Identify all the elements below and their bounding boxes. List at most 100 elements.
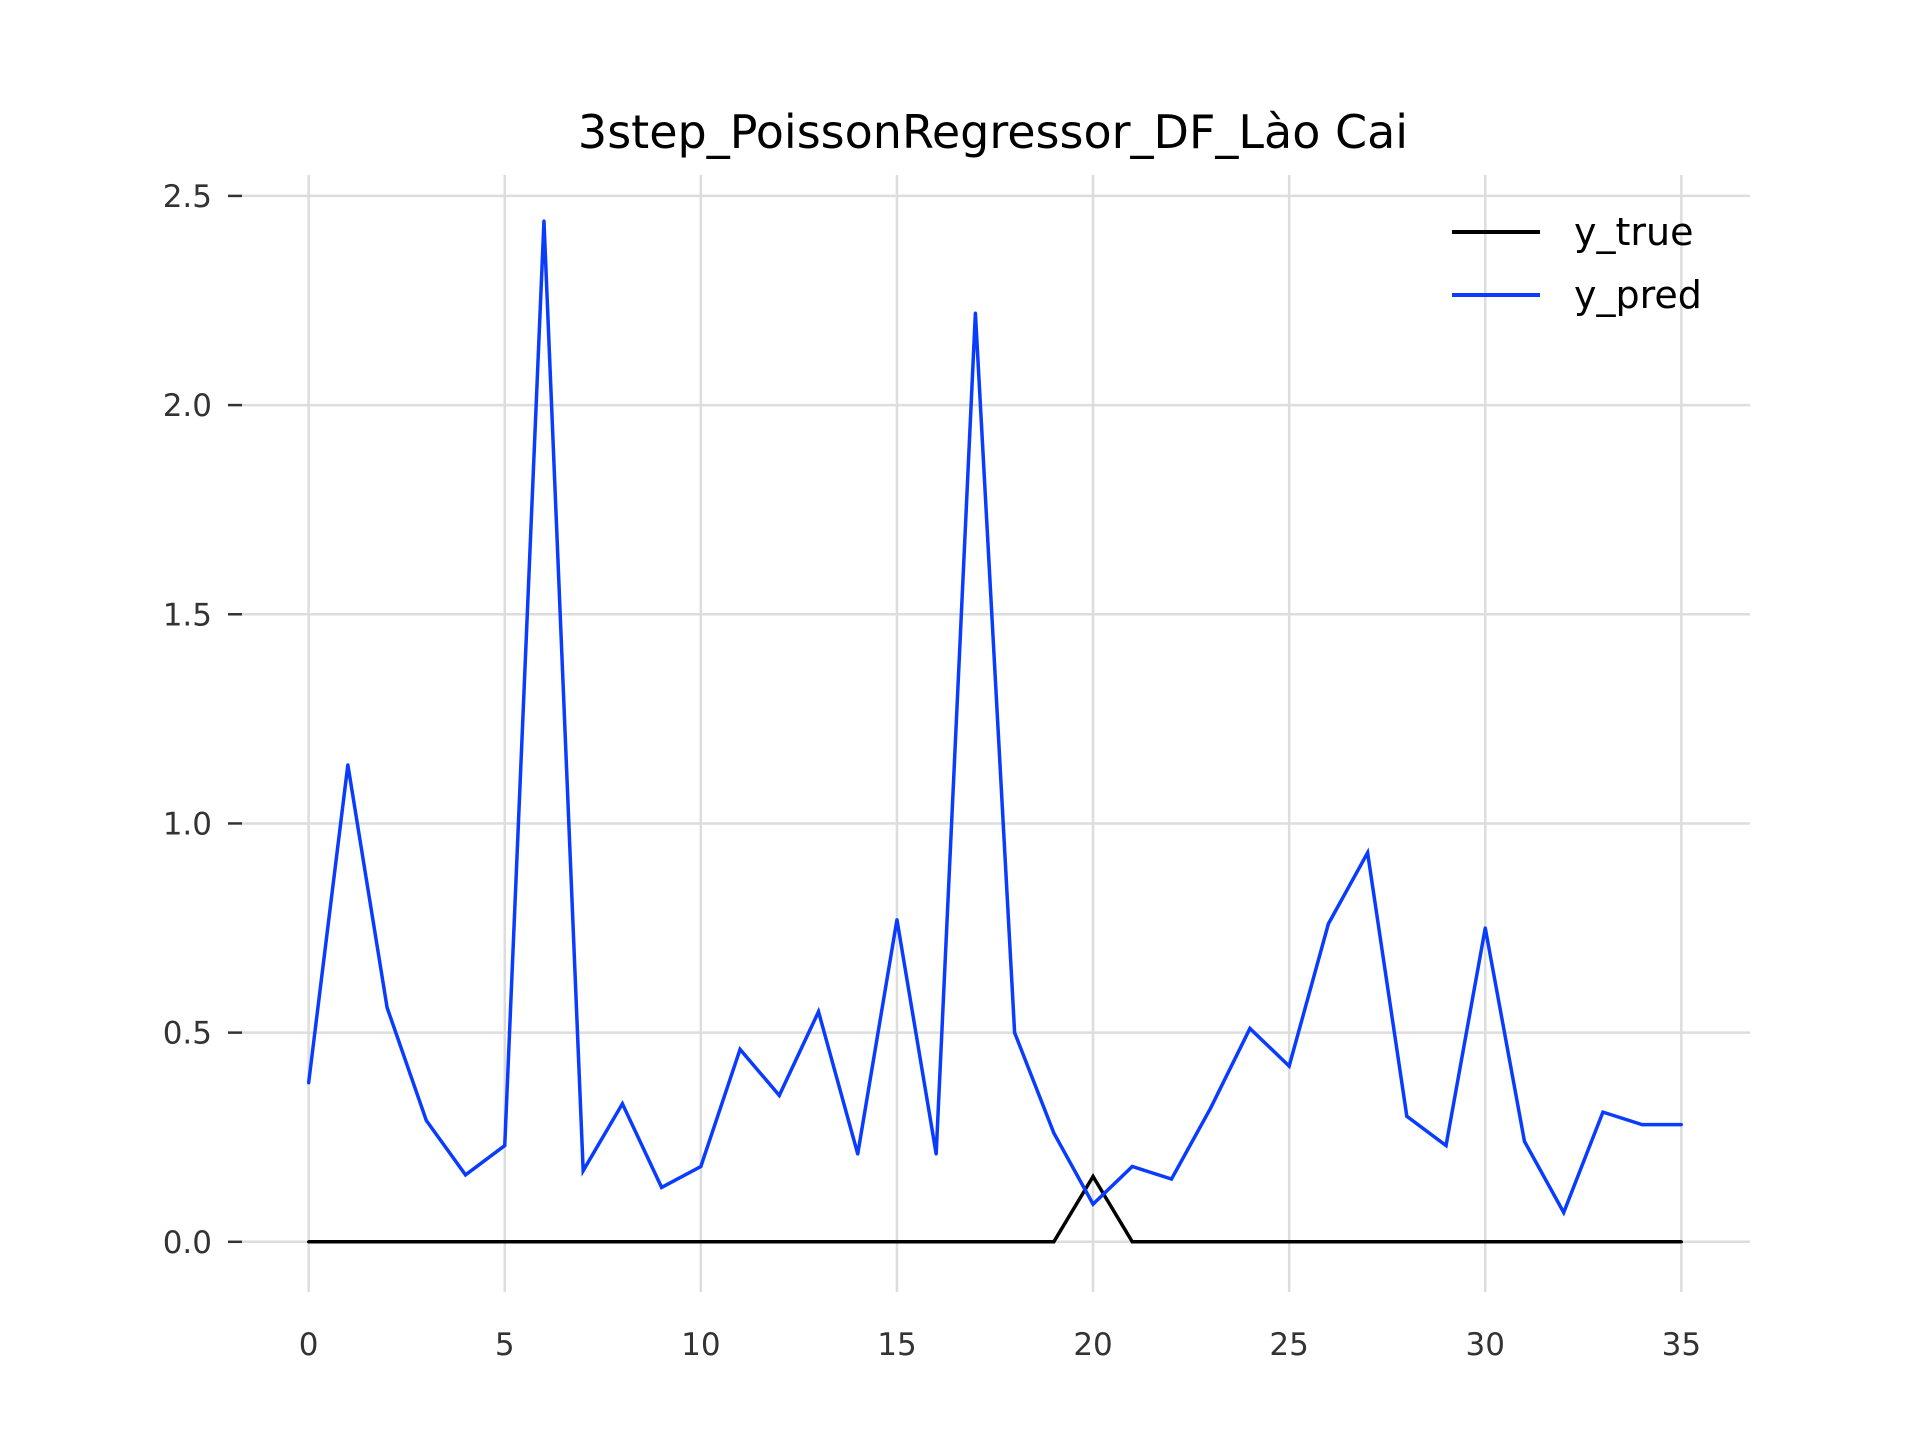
data-point-y_pred — [463, 1173, 468, 1177]
x-axis: 0 5 10 15 20 25 30 35 — [299, 1327, 1701, 1363]
data-point-y_pred — [1052, 1131, 1056, 1135]
data-point-y_true — [1444, 1240, 1448, 1244]
data-point-y_true — [503, 1240, 507, 1244]
data-point-y_pred — [1562, 1210, 1566, 1215]
x-tick-label: 20 — [1073, 1327, 1112, 1363]
data-point-y_true — [1169, 1240, 1174, 1244]
data-point-y_true — [1013, 1240, 1017, 1244]
data-point-y_true — [1640, 1240, 1644, 1244]
data-point-y_true — [816, 1240, 821, 1244]
y-tick-label: 1.5 — [163, 597, 212, 633]
data-point-y_true — [1365, 1240, 1370, 1244]
data-point-y_pred — [1640, 1123, 1644, 1127]
series-line-y_true — [308, 1173, 1682, 1244]
data-point-y_true — [934, 1240, 938, 1244]
data-point-y_true — [463, 1240, 468, 1244]
data-point-y_true — [1405, 1240, 1409, 1244]
data-point-y_pred — [934, 1152, 938, 1156]
data-point-y_pred — [1601, 1110, 1605, 1114]
data-point-y_true — [385, 1240, 389, 1244]
data-point-y_true — [1483, 1240, 1487, 1244]
data-point-y_true — [1679, 1240, 1683, 1244]
x-tick-label: 25 — [1269, 1327, 1308, 1363]
legend-label: y_true — [1574, 210, 1693, 254]
data-point-y_true — [1248, 1240, 1252, 1244]
data-point-y_true — [777, 1240, 781, 1244]
data-point-y_pred — [816, 1010, 821, 1014]
y-tick-label: 0.5 — [163, 1016, 212, 1052]
data-point-y_pred — [1679, 1123, 1683, 1127]
data-point-y_pred — [738, 1047, 742, 1051]
data-point-y_true — [738, 1240, 742, 1244]
y-tick-label: 2.0 — [163, 388, 212, 424]
data-point-y_pred — [1405, 1114, 1409, 1118]
data-point-y_pred — [973, 311, 977, 315]
series-line-y_pred — [306, 220, 1682, 1217]
data-point-y_true — [699, 1240, 703, 1244]
data-point-y_pred — [385, 1005, 389, 1010]
data-point-y_true — [660, 1240, 664, 1244]
data-point-y_pred — [895, 918, 899, 922]
data-point-y_pred — [1169, 1177, 1174, 1181]
legend-label: y_pred — [1574, 273, 1702, 317]
data-point-y_true — [1209, 1240, 1213, 1244]
x-tick-label: 10 — [681, 1327, 720, 1363]
data-point-y_pred — [660, 1185, 664, 1190]
data-point-y_true — [581, 1240, 585, 1244]
data-point-y_pred — [856, 1152, 860, 1156]
data-point-y_true — [1130, 1240, 1134, 1244]
x-tick-label: 30 — [1466, 1327, 1505, 1363]
data-point-y_pred — [777, 1093, 781, 1097]
series-y_pred — [306, 219, 1683, 1217]
data-point-y_pred — [1130, 1164, 1134, 1169]
series-y_true — [307, 1173, 1683, 1244]
data-point-y_pred — [1483, 926, 1487, 930]
data-point-y_pred — [1326, 922, 1330, 926]
x-tick-label: 35 — [1662, 1327, 1701, 1363]
data-point-y_pred — [699, 1164, 703, 1169]
y-tick-label: 2.5 — [163, 179, 212, 215]
legend: y_true y_pred — [1452, 210, 1702, 317]
data-point-y_pred — [346, 763, 350, 767]
data-point-y_true — [542, 1240, 546, 1244]
data-point-y_true — [1052, 1240, 1056, 1244]
data-point-y_true — [1287, 1240, 1291, 1244]
chart-title: 3step_PoissonRegressor_DF_Lào Cai — [578, 105, 1408, 159]
data-point-y_pred — [1522, 1139, 1527, 1143]
data-point-y_true — [1562, 1240, 1566, 1244]
data-point-y_pred — [1365, 851, 1370, 855]
data-point-y_true — [1091, 1174, 1095, 1179]
x-tick-label: 15 — [877, 1327, 916, 1363]
data-point-y_pred — [1209, 1106, 1213, 1110]
data-point-y_pred — [424, 1118, 428, 1123]
data-point-y_true — [1326, 1240, 1330, 1244]
y-axis: 0.0 0.5 1.0 1.5 2.0 2.5 — [163, 179, 242, 1261]
data-point-y_true — [856, 1240, 860, 1244]
data-point-y_pred — [307, 1081, 311, 1085]
data-point-y_pred — [503, 1143, 507, 1148]
data-point-y_pred — [542, 219, 546, 223]
data-point-y_true — [424, 1240, 428, 1244]
y-tick-label: 1.0 — [163, 806, 212, 842]
data-point-y_pred — [1287, 1064, 1291, 1068]
data-point-y_pred — [1091, 1202, 1095, 1206]
data-point-y_pred — [581, 1169, 585, 1173]
data-point-y_true — [620, 1240, 625, 1244]
data-point-y_true — [1522, 1240, 1527, 1244]
x-tick-label: 0 — [299, 1327, 319, 1363]
x-tick-label: 5 — [495, 1327, 515, 1363]
data-point-y_true — [1601, 1240, 1605, 1244]
series-layer — [306, 219, 1683, 1244]
data-point-y_true — [346, 1240, 350, 1244]
data-point-y_pred — [1248, 1026, 1252, 1031]
grid — [240, 175, 1750, 1292]
data-point-y_true — [895, 1240, 899, 1244]
y-tick-label: 0.0 — [163, 1225, 212, 1261]
data-point-y_true — [307, 1240, 311, 1244]
data-point-y_pred — [1444, 1143, 1448, 1148]
data-point-y_pred — [1013, 1031, 1017, 1035]
data-point-y_pred — [620, 1102, 625, 1106]
legend-item-y_true: y_true — [1452, 210, 1693, 254]
data-point-y_true — [973, 1240, 977, 1244]
